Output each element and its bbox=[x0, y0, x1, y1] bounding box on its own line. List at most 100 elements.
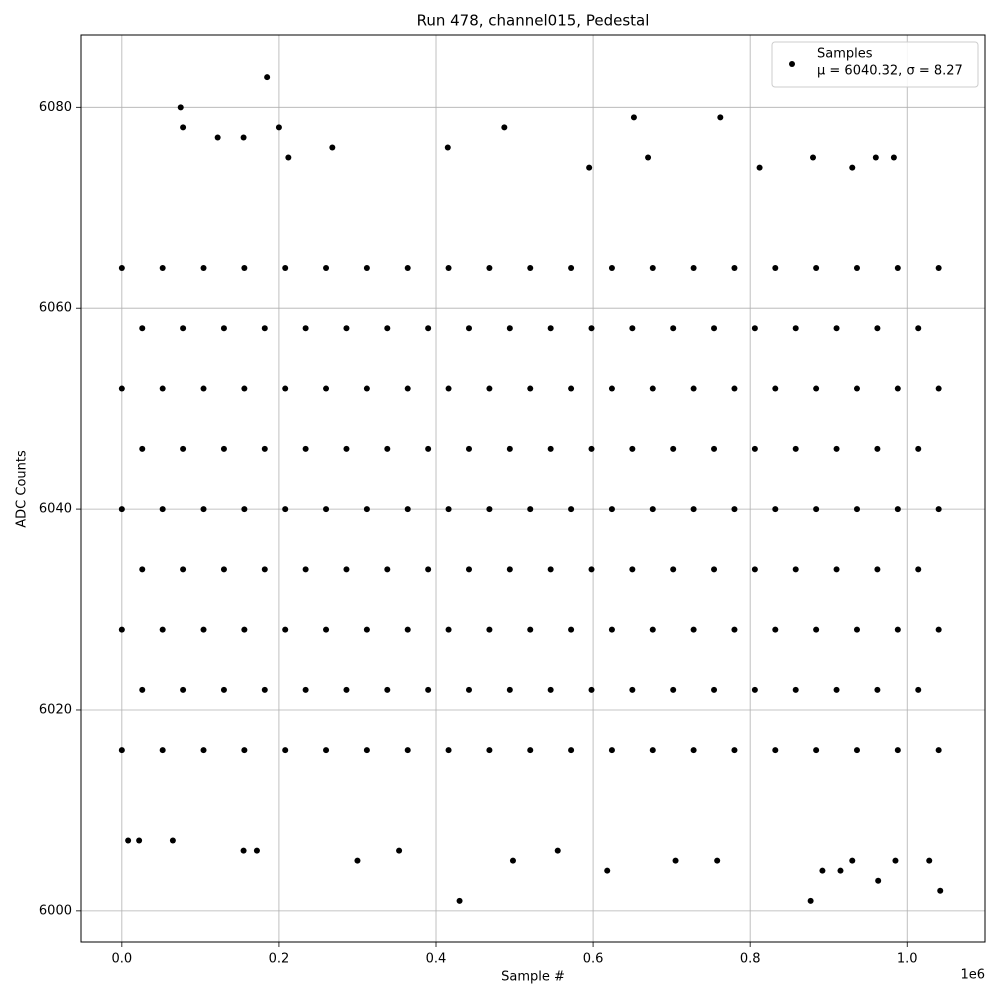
point bbox=[180, 566, 187, 573]
point bbox=[772, 385, 779, 392]
point bbox=[813, 385, 820, 392]
point bbox=[118, 747, 125, 754]
point bbox=[329, 144, 336, 151]
point bbox=[807, 897, 814, 904]
point bbox=[670, 566, 677, 573]
point bbox=[588, 566, 595, 573]
point bbox=[792, 566, 799, 573]
point bbox=[629, 445, 636, 452]
point bbox=[690, 385, 697, 392]
point bbox=[711, 445, 718, 452]
point bbox=[180, 124, 187, 131]
point bbox=[853, 385, 860, 392]
point bbox=[220, 325, 227, 332]
point bbox=[527, 506, 534, 513]
point bbox=[711, 686, 718, 693]
point bbox=[139, 325, 146, 332]
point bbox=[568, 265, 575, 272]
point bbox=[118, 506, 125, 513]
point bbox=[772, 626, 779, 633]
x-tick-label: 0.2 bbox=[269, 952, 290, 967]
series bbox=[118, 74, 944, 904]
point bbox=[772, 747, 779, 754]
point bbox=[253, 847, 260, 854]
y-tick-label: 6080 bbox=[39, 100, 72, 115]
point bbox=[220, 566, 227, 573]
point bbox=[264, 74, 271, 81]
point bbox=[849, 164, 856, 171]
point bbox=[690, 626, 697, 633]
point bbox=[118, 626, 125, 633]
point bbox=[220, 686, 227, 693]
point bbox=[486, 626, 493, 633]
point bbox=[649, 747, 656, 754]
point bbox=[547, 445, 554, 452]
x-tick-label: 0.0 bbox=[111, 952, 132, 967]
point bbox=[915, 445, 922, 452]
point bbox=[608, 747, 615, 754]
point bbox=[445, 385, 452, 392]
point bbox=[241, 506, 248, 513]
point bbox=[751, 445, 758, 452]
point bbox=[159, 385, 166, 392]
point bbox=[894, 265, 901, 272]
point bbox=[302, 566, 309, 573]
point bbox=[404, 506, 411, 513]
point bbox=[547, 566, 554, 573]
point bbox=[445, 506, 452, 513]
point bbox=[139, 566, 146, 573]
point bbox=[690, 747, 697, 754]
point bbox=[527, 626, 534, 633]
point bbox=[465, 566, 472, 573]
point bbox=[853, 506, 860, 513]
point bbox=[404, 265, 411, 272]
point bbox=[241, 747, 248, 754]
point bbox=[875, 877, 882, 884]
y-tick-label: 6020 bbox=[39, 702, 72, 717]
legend-label: μ = 6040.32, σ = 8.27 bbox=[817, 64, 963, 79]
point bbox=[915, 566, 922, 573]
point bbox=[384, 566, 391, 573]
point bbox=[711, 566, 718, 573]
point bbox=[486, 265, 493, 272]
point bbox=[275, 124, 282, 131]
point bbox=[792, 445, 799, 452]
point bbox=[608, 506, 615, 513]
point bbox=[240, 134, 247, 141]
point bbox=[630, 114, 637, 121]
point bbox=[261, 325, 268, 332]
point bbox=[384, 325, 391, 332]
point bbox=[159, 626, 166, 633]
point bbox=[717, 114, 724, 121]
point bbox=[731, 385, 738, 392]
point bbox=[670, 325, 677, 332]
point bbox=[425, 686, 432, 693]
point bbox=[302, 686, 309, 693]
point bbox=[813, 747, 820, 754]
point bbox=[343, 445, 350, 452]
point bbox=[363, 626, 370, 633]
point bbox=[456, 897, 463, 904]
point bbox=[343, 325, 350, 332]
point bbox=[282, 626, 289, 633]
point bbox=[261, 445, 268, 452]
point bbox=[220, 445, 227, 452]
point bbox=[343, 686, 350, 693]
point bbox=[629, 566, 636, 573]
point bbox=[465, 325, 472, 332]
point bbox=[527, 385, 534, 392]
point bbox=[445, 265, 452, 272]
x-offset-label: 1e6 bbox=[960, 968, 985, 983]
point bbox=[756, 164, 763, 171]
point bbox=[649, 626, 656, 633]
point bbox=[853, 265, 860, 272]
point bbox=[445, 626, 452, 633]
point bbox=[282, 747, 289, 754]
y-tick-label: 6060 bbox=[39, 301, 72, 316]
point bbox=[874, 325, 881, 332]
point bbox=[874, 566, 881, 573]
point bbox=[501, 124, 508, 131]
point bbox=[792, 686, 799, 693]
point bbox=[892, 857, 899, 864]
